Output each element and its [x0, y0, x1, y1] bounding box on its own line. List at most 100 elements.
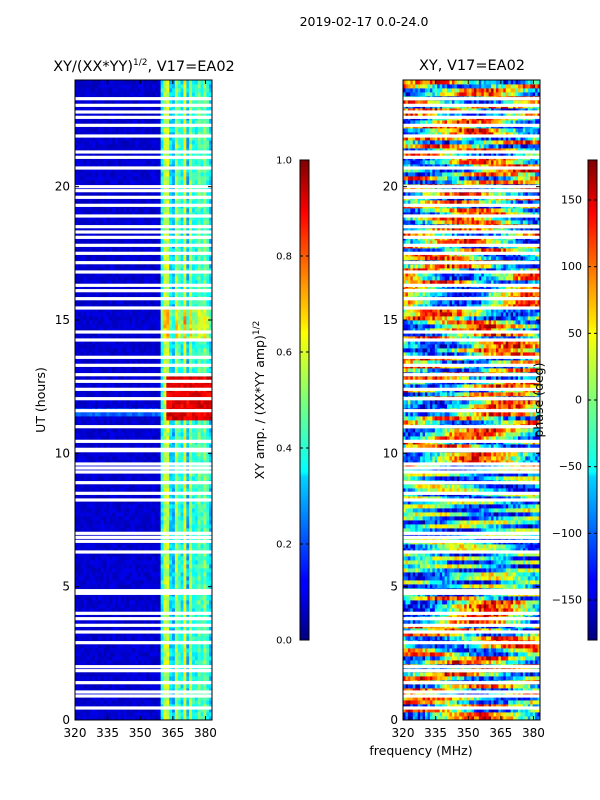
- amp-cell: [134, 324, 139, 329]
- amp-cell: [197, 436, 201, 441]
- amp-cell: [192, 360, 196, 365]
- left-heatmap-area: [75, 80, 212, 720]
- amp-cell: [163, 600, 167, 605]
- amp-cell: [140, 708, 144, 713]
- amp-cell: [189, 328, 193, 333]
- amp-cell: [126, 488, 130, 493]
- amp-cell: [192, 684, 196, 689]
- amp-cell: [206, 368, 210, 373]
- amp-cell: [94, 368, 99, 373]
- amp-cell: [189, 600, 193, 605]
- amp-cell: [143, 700, 147, 705]
- amp-cell: [172, 416, 176, 421]
- amp-cell: [143, 560, 147, 565]
- amp-cell: [132, 576, 136, 581]
- amp-cell: [194, 504, 199, 509]
- amp-cell: [157, 700, 162, 705]
- amp-cell: [106, 512, 110, 517]
- amp-cell: [194, 620, 199, 625]
- amp-cell: [189, 656, 193, 661]
- amp-cell: [134, 708, 139, 713]
- amp-cell: [126, 556, 130, 561]
- amp-cell: [77, 500, 82, 505]
- amp-cell: [75, 468, 79, 473]
- amp-cell: [149, 716, 153, 720]
- amp-cell: [180, 524, 184, 529]
- amp-cell: [140, 512, 144, 517]
- amp-cell: [97, 700, 102, 705]
- amp-cell: [89, 476, 93, 481]
- amp-cell: [117, 460, 122, 465]
- amp-cell: [134, 472, 139, 477]
- amp-cell: [192, 472, 196, 477]
- amp-cell: [114, 552, 119, 557]
- amp-cell: [203, 344, 207, 349]
- amp-cell: [174, 644, 179, 649]
- amp-cell: [77, 576, 82, 581]
- amp-cell: [209, 320, 212, 325]
- amp-cell: [174, 580, 179, 585]
- amp-cell: [114, 336, 119, 341]
- amp-cell: [169, 308, 173, 313]
- amp-cell: [97, 660, 102, 665]
- amp-cell: [166, 484, 170, 489]
- amp-cell: [137, 436, 142, 441]
- amp-cell: [180, 404, 184, 409]
- amp-cell: [197, 352, 201, 357]
- amp-cell: [140, 308, 144, 313]
- amp-cell: [177, 360, 181, 365]
- amp-cell: [126, 412, 130, 417]
- amp-cell: [77, 520, 82, 525]
- amp-cell: [177, 496, 181, 501]
- amp-cell: [163, 464, 167, 469]
- amp-cell: [146, 368, 150, 373]
- amp-cell: [200, 596, 204, 601]
- amp-cell: [206, 344, 210, 349]
- amp-cell: [200, 688, 204, 693]
- amp-cell: [154, 596, 159, 601]
- amp-cell: [100, 412, 104, 417]
- amp-cell: [194, 464, 199, 469]
- amp-cell: [197, 444, 201, 449]
- amp-cell: [89, 716, 93, 720]
- amp-cell: [200, 620, 204, 625]
- amp-cell: [154, 500, 159, 505]
- amp-cell: [203, 336, 207, 341]
- amp-cell: [83, 332, 87, 337]
- amp-cell: [89, 688, 93, 693]
- amp-cell: [106, 360, 110, 365]
- amp-cell: [189, 456, 193, 461]
- amp-cell: [83, 576, 87, 581]
- amp-cell: [143, 384, 147, 389]
- amp-cell: [109, 708, 113, 713]
- amp-cell: [140, 548, 144, 553]
- amp-cell: [112, 404, 116, 409]
- amp-cell: [186, 608, 190, 613]
- amp-cell: [126, 600, 130, 605]
- amp-cell: [203, 368, 207, 373]
- amp-cell: [186, 584, 190, 589]
- amp-cell: [132, 500, 136, 505]
- amp-cell: [154, 316, 159, 321]
- amp-cell: [83, 684, 87, 689]
- amp-cell: [123, 676, 127, 681]
- amp-cell: [92, 312, 96, 317]
- amp-cell: [163, 508, 167, 513]
- amp-cell: [120, 520, 124, 525]
- amp-cell: [137, 556, 142, 561]
- amp-cell: [200, 564, 204, 569]
- amp-cell: [152, 676, 156, 681]
- amp-cell: [94, 564, 99, 569]
- amp-cell: [160, 328, 164, 333]
- amp-cell: [75, 436, 79, 441]
- amp-cell: [177, 336, 181, 341]
- amp-cell: [149, 648, 153, 653]
- amp-cell: [206, 572, 210, 577]
- amp-cell: [163, 688, 167, 693]
- amp-cell: [97, 608, 102, 613]
- amp-cell: [140, 452, 144, 457]
- amp-cell: [160, 672, 164, 677]
- amp-cell: [160, 452, 164, 457]
- amp-cell: [154, 644, 159, 649]
- amp-cell: [177, 648, 181, 653]
